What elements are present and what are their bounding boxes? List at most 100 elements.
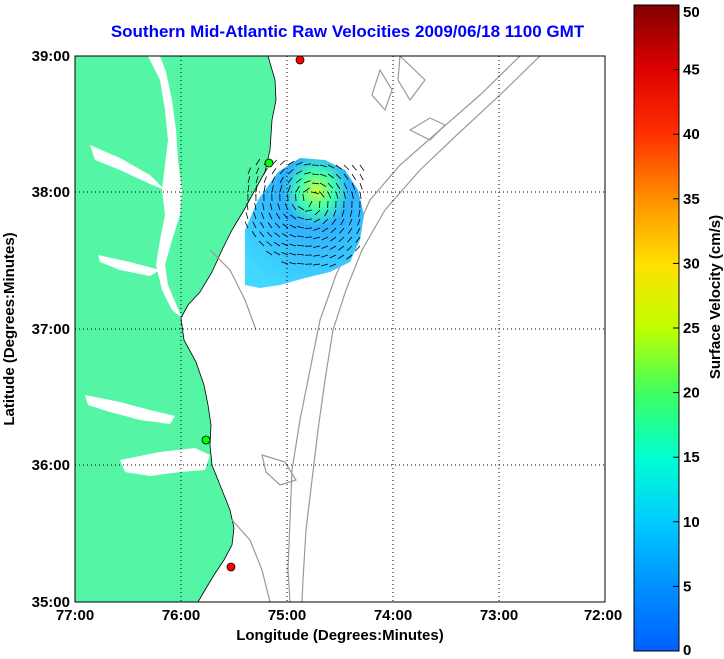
colorbar-tick-label: 35 — [683, 191, 700, 208]
velocity-vector — [258, 240, 265, 247]
velocity-vector — [279, 160, 286, 166]
velocity-vector — [357, 218, 361, 226]
lon-tick-labels: 77:00 76:00 75:00 74:00 73:00 72:00 — [56, 607, 622, 624]
velocity-vector — [341, 209, 345, 217]
velocity-vector — [331, 218, 337, 225]
velocity-vector — [263, 185, 266, 193]
velocity-vector — [274, 222, 281, 229]
velocity-vector — [296, 253, 305, 256]
velocity-vector — [351, 191, 354, 199]
velocity-vector — [303, 187, 310, 193]
velocity-vector — [295, 178, 302, 184]
velocity-vector — [327, 191, 332, 199]
velocity-vector — [253, 212, 257, 220]
velocity-vector — [327, 173, 334, 179]
velocity-vector — [359, 164, 365, 171]
velocity-vector — [295, 185, 300, 193]
colorbar-ticks: 0 5 10 15 20 25 30 35 40 45 50 — [673, 4, 700, 659]
lon-tick-label: 75:00 — [268, 607, 306, 624]
velocity-vector — [283, 213, 289, 220]
velocity-vector — [271, 167, 277, 175]
velocity-vector — [251, 230, 257, 238]
velocity-vector — [329, 245, 337, 250]
velocity-vector — [347, 227, 353, 235]
chesapeake-bay — [148, 56, 182, 318]
velocity-vector — [279, 168, 285, 175]
velocity-vector — [351, 164, 357, 171]
velocity-vector — [313, 263, 321, 266]
river-mouth — [85, 395, 175, 424]
velocity-vector — [273, 251, 281, 256]
lat-tick-label: 38:00 — [32, 184, 70, 201]
velocity-vector — [277, 203, 281, 211]
plot-frame — [74, 55, 606, 603]
velocity-vector — [355, 236, 361, 243]
velocity-vectors — [244, 158, 365, 268]
velocity-vector — [291, 204, 297, 211]
velocity-vector — [297, 206, 305, 211]
velocity-vector — [304, 218, 313, 221]
velocity-vector — [281, 261, 289, 265]
velocity-vector — [289, 234, 297, 238]
velocity-vector — [271, 185, 274, 193]
velocity-vector — [303, 163, 311, 166]
velocity-vector — [305, 209, 313, 212]
velocity-vector — [349, 209, 353, 217]
velocity-vector — [255, 158, 261, 166]
colorbar-tick-label: 30 — [683, 255, 700, 272]
colorbar-tick-label: 25 — [683, 320, 700, 337]
velocity-vector — [330, 236, 337, 242]
velocity-vector — [281, 252, 289, 256]
velocity-vector — [356, 227, 361, 235]
velocity-vector — [313, 254, 321, 257]
velocity-vector — [255, 167, 260, 175]
velocity-vector — [343, 182, 348, 190]
velocity-vector — [274, 232, 281, 238]
lat-tick-label: 36:00 — [32, 457, 70, 474]
velocity-vector — [263, 176, 267, 184]
velocity-vector — [321, 263, 329, 267]
velocity-vector — [346, 254, 353, 260]
velocity-vector — [287, 169, 294, 175]
velocity-vector — [255, 185, 258, 193]
velocity-vector — [279, 185, 283, 193]
velocity-vector — [247, 185, 250, 193]
velocity-vector — [327, 164, 335, 169]
velocity-vector — [267, 222, 273, 229]
velocity-vector — [313, 227, 321, 231]
sound-water — [120, 448, 210, 476]
velocity-vector — [268, 212, 273, 220]
velocity-vector — [319, 191, 325, 198]
velocity-vector — [254, 203, 257, 211]
velocity-vector — [314, 209, 321, 216]
lat-tick-label: 39:00 — [32, 48, 70, 65]
grid-lines — [75, 56, 605, 602]
velocity-vector — [321, 227, 329, 233]
velocity-vector — [330, 227, 337, 234]
velocity-vector — [343, 191, 346, 199]
velocity-vector — [259, 231, 265, 238]
velocity-vector — [359, 191, 362, 199]
velocity-vector — [273, 241, 281, 247]
velocity-vector — [333, 209, 337, 217]
velocity-field — [244, 158, 365, 288]
velocity-vector — [321, 236, 329, 241]
velocity-vector — [247, 167, 252, 175]
velocity-vector — [284, 203, 289, 211]
velocity-vector — [279, 176, 284, 184]
velocity-vector — [287, 160, 295, 166]
velocity-vector — [329, 263, 337, 268]
colorbar — [633, 4, 680, 652]
radar-station-marker — [295, 56, 305, 65]
velocity-vector — [313, 236, 321, 240]
velocity-vector — [319, 173, 327, 177]
velocity-vector — [358, 209, 361, 217]
velocity-vector — [324, 209, 329, 217]
velocity-vector — [346, 245, 353, 252]
velocity-vector — [255, 176, 259, 184]
y-axis-label: Latitude (Degrees:Minutes) — [1, 232, 18, 425]
colorbar-label: Surface Velocity (cm/s) — [707, 215, 724, 379]
velocity-vector — [282, 223, 289, 229]
velocity-vector — [308, 200, 313, 208]
